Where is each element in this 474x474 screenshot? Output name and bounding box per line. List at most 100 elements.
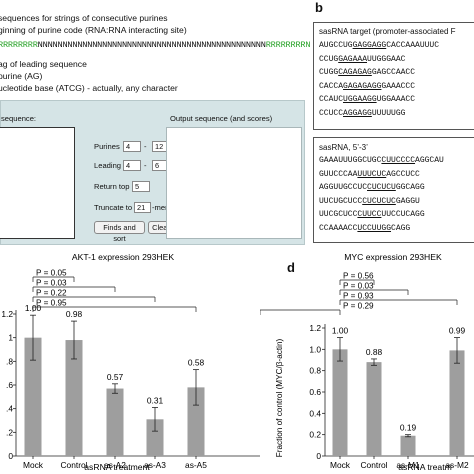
sequence-line: CCAUCUGGAAGGUGGAAACC: [319, 95, 415, 104]
sequence-segment: GUUCCCAA: [319, 169, 358, 179]
value-label: 0.31: [147, 395, 164, 405]
y-tick-label: 0.8: [309, 366, 321, 376]
sequence-segment: GAGCCAACC: [371, 68, 416, 78]
chart-title: MYC expression 293HEK: [344, 252, 442, 262]
leading-label: Leading: [94, 161, 122, 170]
sequence-segment: CUGG: [319, 68, 339, 78]
sequence-line: CACCAGAGAGAGGGAAACCC: [319, 82, 415, 91]
desc-line-1: sequences for strings of consecutive pur…: [0, 13, 168, 23]
panel-d-letter: d: [287, 260, 295, 275]
bar-as-m1: [400, 435, 416, 456]
p-value-label: P = 0.95: [36, 299, 67, 308]
return-top-input[interactable]: 5: [132, 181, 150, 192]
sequence-line: AUGCCUGGAGGAGGCACCAAAUUUC: [319, 41, 439, 50]
input-sequence-textarea[interactable]: [0, 127, 75, 239]
underlined-segment: CUUCC: [357, 210, 382, 220]
leading-dash: -: [144, 161, 147, 170]
input-sequence-label: sequence:: [1, 114, 37, 123]
leading-purines: RRRRRRRR: [0, 40, 38, 50]
value-label: 0.99: [449, 326, 466, 336]
sequence-segment: UUUUUGG: [371, 109, 406, 118]
myc-bar-chart: MYC expression 293HEK 0 0.2 0.4 0.6 0.8 1.0 1.2…: [260, 252, 474, 472]
underlined-segment: UCCUUGG: [357, 224, 392, 233]
sequence-line: UUCUGCUCCCUCUCUCGAGGU: [319, 197, 420, 206]
x-tick-label: as-M1: [396, 460, 420, 470]
sequence-line: GAAAUUUGGCUGCCUUCCCCAGGCAU: [319, 156, 444, 165]
p-value-label: P = 0.93: [343, 292, 374, 301]
leading-min-input[interactable]: 4: [123, 160, 141, 171]
purines-dash: -: [144, 142, 147, 151]
sequence-segment: UUCCUCAGG: [381, 210, 425, 220]
purine-finder-form: sequence: Purines 4 - 12 Leading 4 - 6 R…: [0, 100, 305, 245]
truncate-unit: -mer: [152, 203, 168, 212]
sequence-segment: CACCA: [319, 81, 344, 91]
value-label: 0.58: [188, 358, 205, 368]
n-spacer: NNNNNNNNNNNNNNNNNNNNNNNNNNNNNNNNNNNNNNNN…: [37, 40, 266, 50]
underlined-segment: UUUCUC: [357, 169, 387, 179]
y-tick-label: 1.0: [309, 344, 321, 354]
sequence-line: CCUCCAGGAGGUUUUUGG: [319, 109, 405, 118]
truncate-input[interactable]: 21: [134, 202, 151, 213]
sequence-line: AGGUUGCCUCCUCUCUGGCAGG: [319, 183, 425, 192]
purines-label: Purines: [94, 142, 120, 151]
sequence-line: CCUGGAGAAAUUGGGAAC: [319, 55, 405, 64]
value-label: 0.57: [107, 372, 124, 382]
sequence-segment: CCUG: [319, 54, 339, 64]
underlined-segment: GAGGAGG: [352, 41, 387, 50]
sequence-segment: GAGGU: [395, 196, 420, 206]
trailing-purines: RRRRRRRRN: [265, 40, 311, 50]
y-tick-label: 0.4: [309, 408, 321, 418]
value-label: 1.00: [332, 326, 349, 336]
bar-mock: [24, 337, 42, 456]
sequence-segment: GGCAGG: [395, 183, 425, 193]
x-axis-label: asRNA treatm: [398, 462, 452, 472]
find-and-sort-button[interactable]: Finds and sort: [94, 221, 145, 243]
purine-code-sequence: RRRRRRRRNNNNNNNNNNNNNNNNNNNNNNNNNNNNNNNN…: [0, 40, 311, 50]
sequence-segment: CACCAAAUUUC: [386, 41, 440, 50]
sequence-segment: AUGCCUG: [319, 41, 353, 50]
akt1-bar-chart: AKT-1 expression 293HEK0.2.4.6.811.21.00…: [1, 252, 260, 472]
sequence-line: GUUCCCAAUUUCUCAGCCUCC: [319, 170, 420, 179]
x-tick-label: Mock: [23, 460, 44, 470]
underlined-segment: UGGAAGG: [343, 95, 377, 105]
output-sequence-textarea[interactable]: [166, 127, 302, 239]
underlined-segment: CUUCCCC: [381, 156, 416, 165]
value-label: 0.19: [400, 423, 417, 433]
chart-title: AKT-1 expression 293HEK: [72, 252, 174, 262]
x-tick-label: as-M2: [445, 460, 469, 470]
p-value-label: P = 0.05: [36, 269, 67, 278]
p-value-label: P = 0.03: [343, 282, 374, 291]
purines-min-input[interactable]: 4: [123, 141, 141, 152]
bar-as-a2: [106, 388, 124, 456]
desc-line-2: ginning of purine code (RNA:RNA interact…: [0, 25, 187, 35]
value-label: 0.88: [366, 347, 383, 357]
bar-mock: [332, 349, 348, 456]
y-tick-label: .2: [6, 427, 13, 437]
desc-line-5: ucleotide base (ATCG) - actually, any ch…: [0, 83, 178, 93]
return-top-label: Return top: [94, 182, 130, 191]
x-tick-label: Control: [361, 460, 388, 470]
sequence-segment: UUGGGAAC: [367, 54, 406, 64]
bar-control: [65, 340, 83, 456]
truncate-label: Truncate to: [94, 203, 133, 212]
y-tick-label: 1.2: [1, 309, 13, 319]
underlined-segment: CAGAGAG: [338, 68, 372, 78]
x-tick-label: Control: [61, 460, 88, 470]
sequence-segment: AGCCUCC: [386, 169, 420, 179]
sequence-segment: CCUCC: [319, 109, 344, 118]
y-tick-label: 0.6: [309, 387, 321, 397]
x-tick-label: as-A5: [185, 460, 207, 470]
y-tick-label: .6: [6, 380, 13, 390]
underlined-segment: CUCUCUC: [362, 196, 396, 206]
sequence-segment: GAAACCC: [381, 81, 416, 91]
output-sequence-label: Output sequence (and scores): [170, 114, 273, 123]
y-axis-label: Fraction of control (MYC/β-actin): [275, 339, 284, 458]
y-tick-label: 0: [8, 451, 13, 461]
sequence-segment: UUCGCUCC: [319, 210, 358, 220]
underlined-segment: CUCUCU: [367, 183, 396, 193]
x-tick-label: as-A2: [104, 460, 126, 470]
y-tick-label: 0.2: [309, 430, 321, 440]
y-tick-label: 1.2: [309, 323, 321, 333]
p-value-label: P = 0.56: [343, 272, 374, 281]
y-tick-label: .4: [6, 404, 13, 414]
